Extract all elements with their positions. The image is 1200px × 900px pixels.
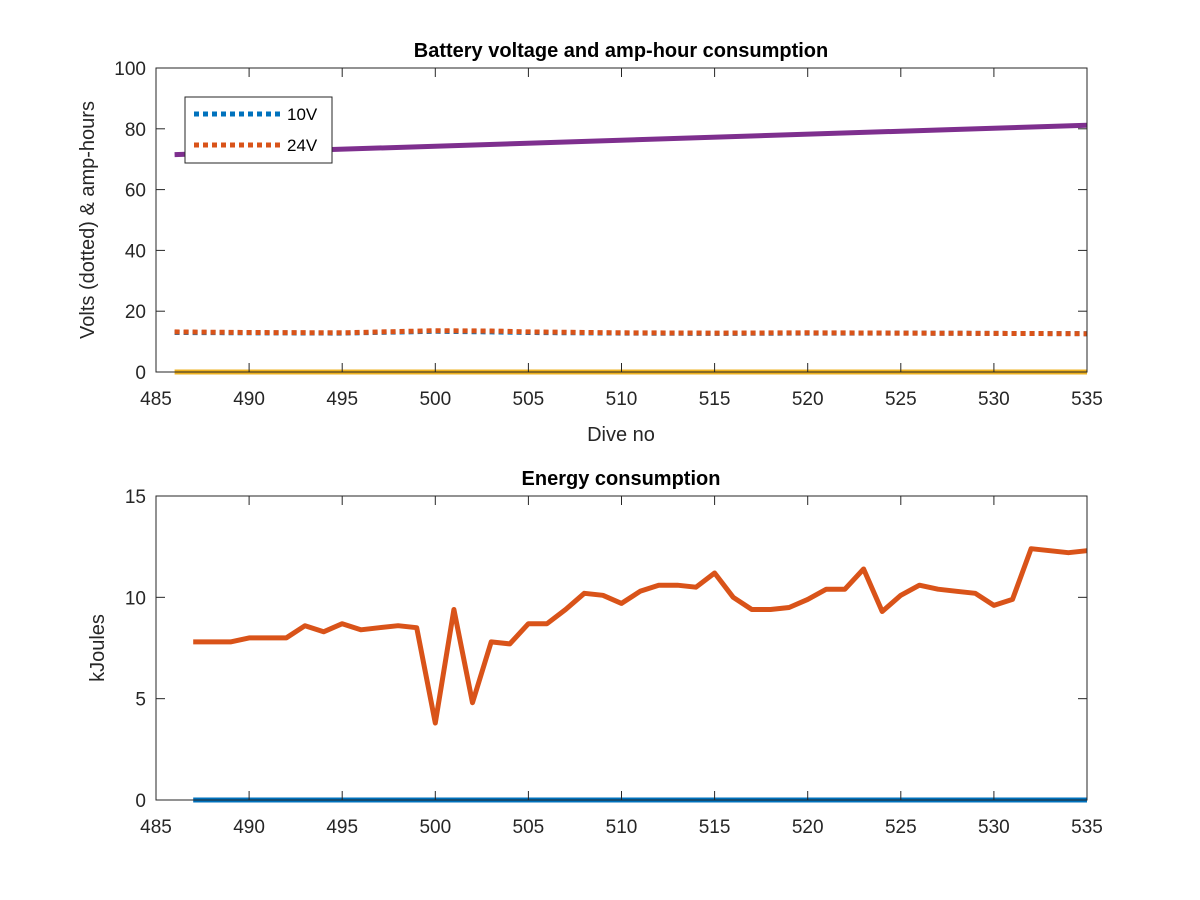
voltage-x-tick-label: 495 xyxy=(326,389,358,410)
voltage-x-tick-label: 535 xyxy=(1071,389,1103,410)
voltage-x-tick-label: 510 xyxy=(606,389,638,410)
energy-x-tick-label: 530 xyxy=(978,817,1010,838)
voltage-x-tick-label: 525 xyxy=(885,389,917,410)
legend-label-24v: 24V xyxy=(287,136,318,155)
voltage-y-ticks: 0 20 40 60 80 100 xyxy=(114,59,1087,384)
energy-x-tick-label: 490 xyxy=(233,817,265,838)
voltage-x-ticks: 485 490 495 500 505 510 515 520 525 530 535 xyxy=(140,68,1103,410)
voltage-chart: Battery voltage and amp-hour consumption… xyxy=(77,40,1103,446)
voltage-x-tick-label: 485 xyxy=(140,389,172,410)
energy-y-axis-label: kJoules xyxy=(87,614,109,682)
voltage-x-tick-label: 490 xyxy=(233,389,265,410)
voltage-y-tick-label: 60 xyxy=(125,181,146,202)
energy-x-tick-label: 505 xyxy=(513,817,545,838)
energy-y-tick-label: 10 xyxy=(125,588,146,609)
energy-series-line-1 xyxy=(193,546,1088,726)
voltage-y-tick-label: 100 xyxy=(114,59,146,80)
voltage-x-tick-label: 500 xyxy=(419,389,451,410)
energy-plot-area xyxy=(156,496,1087,800)
energy-x-tick-label: 495 xyxy=(326,817,358,838)
energy-x-tick-label: 485 xyxy=(140,817,172,838)
voltage-y-tick-label: 80 xyxy=(125,120,146,141)
energy-x-ticks: 485 490 495 500 505 510 515 520 525 530 535 xyxy=(140,496,1103,838)
voltage-y-tick-label: 40 xyxy=(125,241,146,262)
voltage-y-tick-label: 20 xyxy=(125,302,146,323)
energy-x-tick-label: 515 xyxy=(699,817,731,838)
legend-label-10v: 10V xyxy=(287,105,318,124)
voltage-x-tick-label: 520 xyxy=(792,389,824,410)
voltage-series-line-24v xyxy=(174,328,1088,337)
energy-y-tick-label: 5 xyxy=(135,690,146,711)
energy-x-tick-label: 520 xyxy=(792,817,824,838)
energy-x-tick-label: 525 xyxy=(885,817,917,838)
voltage-legend: 10V 24V xyxy=(184,96,333,164)
energy-y-ticks: 0 5 10 15 xyxy=(125,487,1087,812)
voltage-y-tick-label: 0 xyxy=(135,363,146,384)
energy-x-tick-label: 500 xyxy=(419,817,451,838)
voltage-x-axis-label: Dive no xyxy=(587,424,655,446)
energy-chart: Energy consumption 485 490 495 500 505 510 515… xyxy=(87,468,1103,838)
energy-x-tick-label: 535 xyxy=(1071,817,1103,838)
voltage-x-tick-label: 515 xyxy=(699,389,731,410)
voltage-x-tick-label: 505 xyxy=(513,389,545,410)
voltage-legend-box xyxy=(184,96,333,164)
voltage-x-tick-label: 530 xyxy=(978,389,1010,410)
energy-y-tick-label: 15 xyxy=(125,487,146,508)
voltage-y-axis-label: Volts (dotted) & amp-hours xyxy=(77,101,99,339)
energy-y-tick-label: 0 xyxy=(135,791,146,812)
energy-chart-title: Energy consumption xyxy=(522,468,721,490)
voltage-chart-title: Battery voltage and amp-hour consumption xyxy=(414,40,828,62)
energy-x-tick-label: 510 xyxy=(606,817,638,838)
